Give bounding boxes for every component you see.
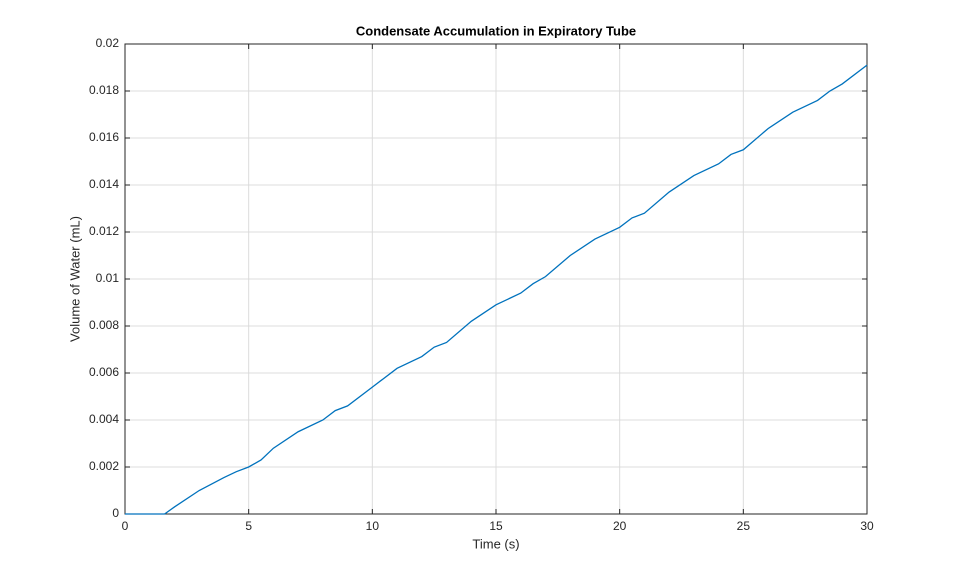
y-tick-label: 0.02 — [96, 36, 120, 50]
y-tick-label: 0.01 — [96, 271, 120, 285]
x-tick-label: 30 — [860, 519, 874, 533]
y-tick-label: 0.016 — [89, 130, 119, 144]
y-tick-label: 0.018 — [89, 83, 119, 97]
x-tick-label: 0 — [122, 519, 129, 533]
y-tick-label: 0 — [112, 506, 119, 520]
y-tick-label: 0.002 — [89, 459, 119, 473]
y-axis-label: Volume of Water (mL) — [67, 216, 82, 342]
y-tick-label: 0.004 — [89, 412, 119, 426]
y-tick-label: 0.014 — [89, 177, 119, 191]
chart-title: Condensate Accumulation in Expiratory Tu… — [356, 23, 636, 38]
y-tick-label: 0.008 — [89, 318, 119, 332]
x-tick-label: 5 — [245, 519, 252, 533]
y-tick-label: 0.006 — [89, 365, 119, 379]
x-tick-label: 10 — [366, 519, 380, 533]
plot-frame — [124, 43, 868, 515]
y-tick-label: 0.012 — [89, 224, 119, 238]
data-line — [125, 64, 868, 515]
x-tick-label: 25 — [737, 519, 751, 533]
x-tick-label: 20 — [613, 519, 627, 533]
x-axis-label: Time (s) — [472, 536, 519, 551]
x-tick-label: 15 — [489, 519, 503, 533]
